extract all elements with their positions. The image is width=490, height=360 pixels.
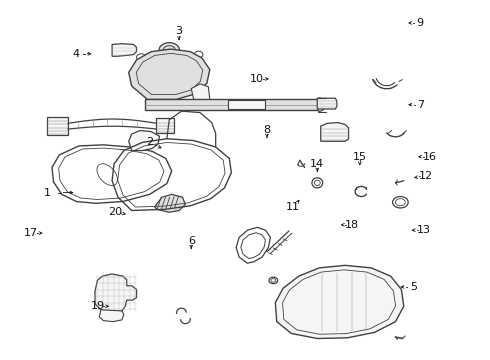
Text: 20: 20	[108, 207, 122, 217]
Polygon shape	[275, 265, 404, 338]
Text: 2: 2	[146, 138, 153, 147]
Polygon shape	[95, 274, 137, 312]
Polygon shape	[99, 310, 124, 321]
Ellipse shape	[159, 42, 179, 58]
Text: 5: 5	[410, 282, 417, 292]
Text: 7: 7	[417, 100, 424, 110]
Text: 18: 18	[344, 220, 359, 230]
Text: 17: 17	[24, 228, 38, 238]
Polygon shape	[155, 194, 185, 212]
Polygon shape	[145, 99, 318, 110]
Text: 9: 9	[416, 18, 423, 28]
Polygon shape	[318, 98, 337, 109]
Text: 4: 4	[73, 49, 80, 59]
Text: 19: 19	[90, 301, 104, 311]
Polygon shape	[321, 123, 348, 141]
Text: 16: 16	[423, 152, 437, 162]
Text: 15: 15	[353, 152, 367, 162]
Polygon shape	[156, 118, 174, 134]
Polygon shape	[129, 49, 210, 99]
Text: 11: 11	[286, 202, 300, 212]
Text: 3: 3	[175, 26, 183, 36]
Text: 1: 1	[44, 188, 50, 198]
Polygon shape	[228, 100, 265, 109]
Polygon shape	[129, 131, 159, 150]
Text: 10: 10	[250, 74, 264, 84]
Text: 6: 6	[188, 236, 195, 246]
Polygon shape	[47, 117, 68, 135]
Polygon shape	[191, 84, 210, 99]
Text: 13: 13	[416, 225, 430, 235]
Text: 8: 8	[264, 125, 270, 135]
Text: 14: 14	[310, 159, 324, 169]
Text: 12: 12	[419, 171, 433, 181]
Polygon shape	[112, 44, 137, 56]
